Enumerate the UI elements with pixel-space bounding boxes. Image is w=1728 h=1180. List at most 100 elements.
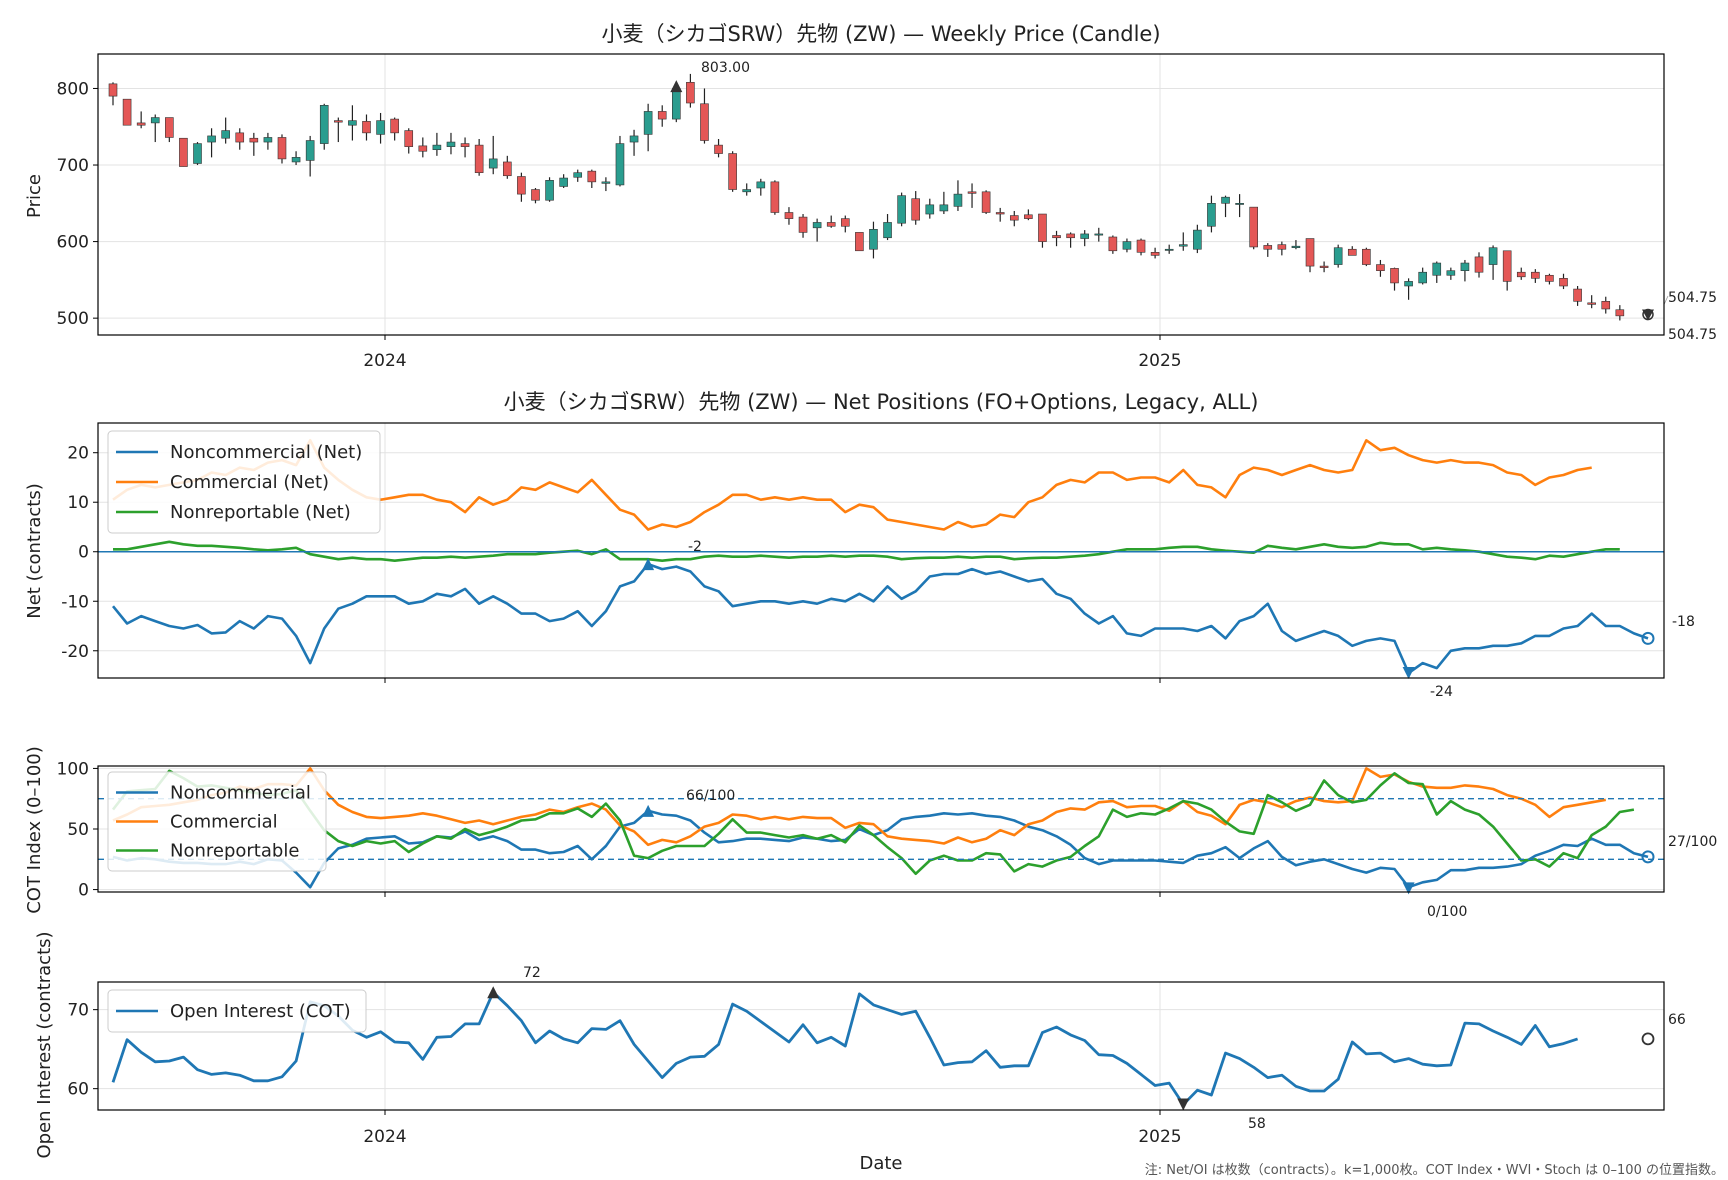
candle-body <box>207 135 216 143</box>
y-tick-label: 10 <box>67 493 89 513</box>
oi-min-label: 58 <box>1248 1116 1266 1132</box>
legend-label: Commercial <box>170 812 278 833</box>
price-last-leader <box>1663 295 1669 305</box>
oi-ylabel: Open Interest (contracts) <box>34 931 55 1158</box>
candle-body <box>334 120 343 123</box>
candle-body <box>1164 248 1174 251</box>
candle-body <box>939 204 949 212</box>
candle-body <box>249 137 259 143</box>
candle-body <box>1094 233 1104 236</box>
legend-box <box>107 771 327 872</box>
candle-body <box>1545 274 1554 282</box>
candle-body <box>601 181 611 184</box>
candle-body <box>1249 206 1258 248</box>
net-max-label: -2 <box>688 539 702 555</box>
candle-body <box>1615 309 1625 317</box>
price-last-label-upper: 504.75 <box>1668 290 1717 306</box>
candle-body <box>432 144 442 151</box>
candle-body <box>136 122 146 126</box>
candle-body <box>1277 244 1287 250</box>
candle-body <box>1319 265 1329 268</box>
candle-body <box>1390 268 1399 284</box>
cot-last-label: 27/100 <box>1668 834 1717 850</box>
net-legend: Noncommercial (Net) Commercial (Net) Nonre… <box>107 430 381 534</box>
oi-panel: Open Interest (contracts) Date 60 70 2024… <box>34 931 1686 1174</box>
legend-label: Noncommercial <box>170 783 311 804</box>
candle-body <box>1052 235 1061 239</box>
oi-legend: Open Interest (COT) <box>107 989 367 1033</box>
candle-body <box>700 103 709 141</box>
candle-body <box>193 143 202 164</box>
candle-body <box>911 198 921 221</box>
candle-body <box>1305 238 1315 267</box>
candle-body <box>474 144 484 173</box>
cot-min-label: 0/100 <box>1427 904 1467 920</box>
candle-body <box>1601 301 1611 310</box>
candle-body <box>1376 264 1385 271</box>
candle-body <box>1446 270 1456 276</box>
candle-body <box>277 137 287 160</box>
candle-body <box>1502 250 1512 282</box>
y-tick-label: 20 <box>67 444 89 464</box>
candle-body <box>1080 233 1089 239</box>
legend-box <box>107 989 367 1033</box>
candle-body <box>897 195 906 224</box>
candle-body <box>615 143 625 186</box>
legend-label: Noncommercial (Net) <box>170 442 362 463</box>
y-tick-label: 600 <box>57 233 89 253</box>
candle-body <box>714 144 723 154</box>
candle-body <box>1559 278 1568 287</box>
candle-body <box>1066 233 1075 239</box>
candle-body <box>1136 239 1146 253</box>
candle-body <box>995 212 1005 215</box>
y-tick-label: 500 <box>57 309 89 329</box>
candle-body <box>390 118 399 134</box>
series-line-commercial <box>112 767 1607 847</box>
candle-body <box>559 177 568 187</box>
cot-legend: Noncommercial Commercial Nonreportable <box>107 771 327 872</box>
candle-body <box>1362 248 1371 265</box>
net-min-label: -24 <box>1430 684 1453 700</box>
candle-body <box>728 153 737 190</box>
candle-body <box>742 189 752 193</box>
net-max-marker <box>642 558 655 571</box>
x-tick-label: 2025 <box>1138 351 1181 371</box>
net-title: 小麦（シカゴSRW）先物 (ZW) — Net Positions (FO+Op… <box>504 390 1259 414</box>
series-line-nonreportable <box>113 540 1620 563</box>
candle-body <box>869 229 878 250</box>
y-tick-label: -10 <box>61 592 89 612</box>
candle-body <box>376 120 385 135</box>
cot-panel: COT Index (0–100) 0 50 100 66/100 0/100 27… <box>24 746 1717 920</box>
candle-body <box>460 143 470 147</box>
candle-body <box>826 222 836 227</box>
series-line-noncommercial <box>111 562 1649 675</box>
net-panel: 小麦（シカゴSRW）先物 (ZW) — Net Positions (FO+Op… <box>24 390 1695 700</box>
series-line-noncommercial <box>112 809 1649 889</box>
price-last-marker <box>1642 309 1654 321</box>
candle-body <box>235 132 245 143</box>
y-tick-label: 70 <box>67 1001 89 1021</box>
candle-body <box>573 172 583 178</box>
cot-frame <box>97 765 1665 893</box>
oi-max-label: 72 <box>523 965 541 981</box>
legend-label: Open Interest (COT) <box>170 1001 351 1022</box>
net-last-label: -18 <box>1672 614 1695 630</box>
candle-body <box>981 191 991 213</box>
candle-body <box>348 120 357 126</box>
candle-body <box>672 88 681 120</box>
candle-body <box>531 189 540 201</box>
x-tick-label: 2025 <box>1138 1127 1181 1147</box>
candle-body <box>1531 271 1540 279</box>
candle-body <box>1221 196 1230 204</box>
y-tick-label: 0 <box>78 881 89 901</box>
candle-body <box>165 117 174 138</box>
candle-body <box>1516 271 1526 278</box>
oi-xlabel: Date <box>859 1153 902 1174</box>
y-tick-label: -20 <box>61 642 89 662</box>
candle-body <box>1404 281 1413 287</box>
candle-body <box>108 83 118 97</box>
cot-max-label: 66/100 <box>686 788 735 804</box>
y-tick-label: 50 <box>67 820 89 840</box>
oi-max-marker <box>487 986 500 999</box>
